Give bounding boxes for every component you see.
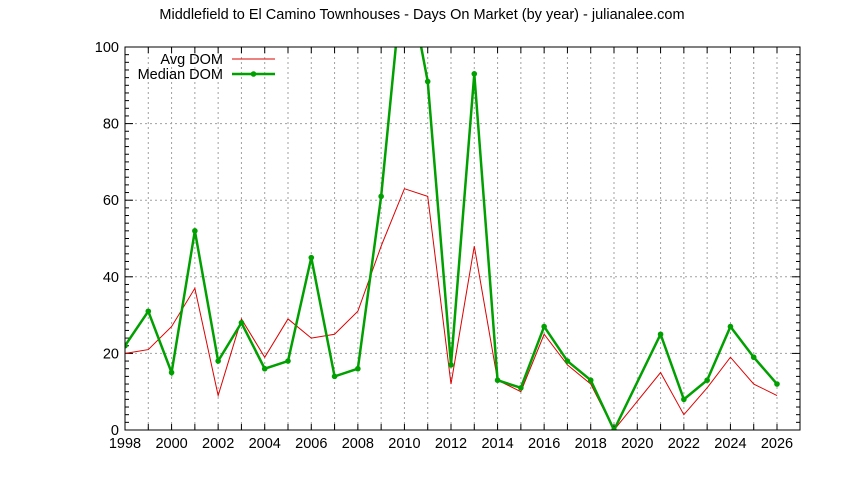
data-point	[261, 365, 268, 372]
x-tick-label: 2022	[668, 436, 700, 452]
plot-frame	[124, 46, 801, 431]
data-point	[285, 358, 291, 364]
data-point	[308, 254, 315, 261]
data-point	[494, 377, 501, 384]
data-point	[774, 381, 780, 387]
x-tick-label: 2024	[714, 436, 746, 452]
data-point	[750, 354, 757, 361]
x-tick-label: 2014	[481, 436, 513, 452]
data-point	[378, 193, 384, 200]
data-point	[727, 323, 734, 330]
series-line	[125, 188, 778, 430]
data-point	[471, 71, 478, 77]
data-point	[215, 358, 221, 364]
y-tick-label: 60	[103, 193, 119, 209]
x-axis-labels: 1998 2000 2002 2004 2006 2008 2010 2012 2014 2016…	[109, 436, 793, 452]
y-tick-label: 40	[103, 270, 119, 286]
x-tick-label: 2006	[295, 436, 327, 452]
data-point	[125, 342, 128, 349]
data-point	[168, 369, 175, 376]
x-tick-label: 2002	[202, 436, 234, 452]
x-tick-label: 2000	[155, 436, 187, 452]
y-tick-label: 80	[103, 117, 119, 133]
series-median-dom	[125, 47, 780, 430]
data-point	[331, 373, 338, 380]
x-tick-label: 2020	[621, 436, 653, 452]
y-tick-label: 0	[111, 423, 119, 439]
series-avg-dom	[125, 188, 778, 430]
axis-ticks	[125, 46, 800, 431]
data-point	[518, 385, 524, 391]
series-lines	[125, 47, 780, 430]
data-point	[541, 323, 547, 330]
data-point	[587, 377, 594, 384]
data-point	[238, 319, 245, 326]
grid	[125, 47, 800, 430]
data-point	[145, 308, 152, 315]
x-tick-label: 1998	[109, 436, 141, 452]
data-point	[192, 228, 198, 234]
x-tick-label: 2004	[249, 436, 281, 452]
series-line	[125, 47, 778, 430]
data-point	[657, 331, 664, 338]
data-point	[704, 377, 710, 384]
x-tick-label: 2026	[761, 436, 793, 452]
legend-marker	[250, 71, 257, 77]
x-tick-label: 2010	[388, 436, 420, 452]
chart-title: Middlefield to El Camino Townhouses - Da…	[159, 7, 684, 23]
y-tick-label: 100	[95, 40, 119, 56]
data-point	[611, 427, 617, 430]
data-point	[424, 78, 431, 85]
data-point	[355, 365, 361, 372]
data-point	[564, 358, 571, 364]
x-tick-label: 2012	[435, 436, 467, 452]
x-tick-label: 2018	[575, 436, 607, 452]
x-tick-label: 2016	[528, 436, 560, 452]
y-tick-label: 20	[103, 346, 119, 362]
legend-label: Median DOM	[138, 67, 223, 83]
x-tick-label: 2008	[342, 436, 374, 452]
y-axis-labels: 0 20 40 60 80 100	[95, 40, 119, 439]
legend-label: Avg DOM	[160, 52, 223, 68]
data-point	[448, 362, 454, 368]
data-point	[681, 396, 687, 403]
